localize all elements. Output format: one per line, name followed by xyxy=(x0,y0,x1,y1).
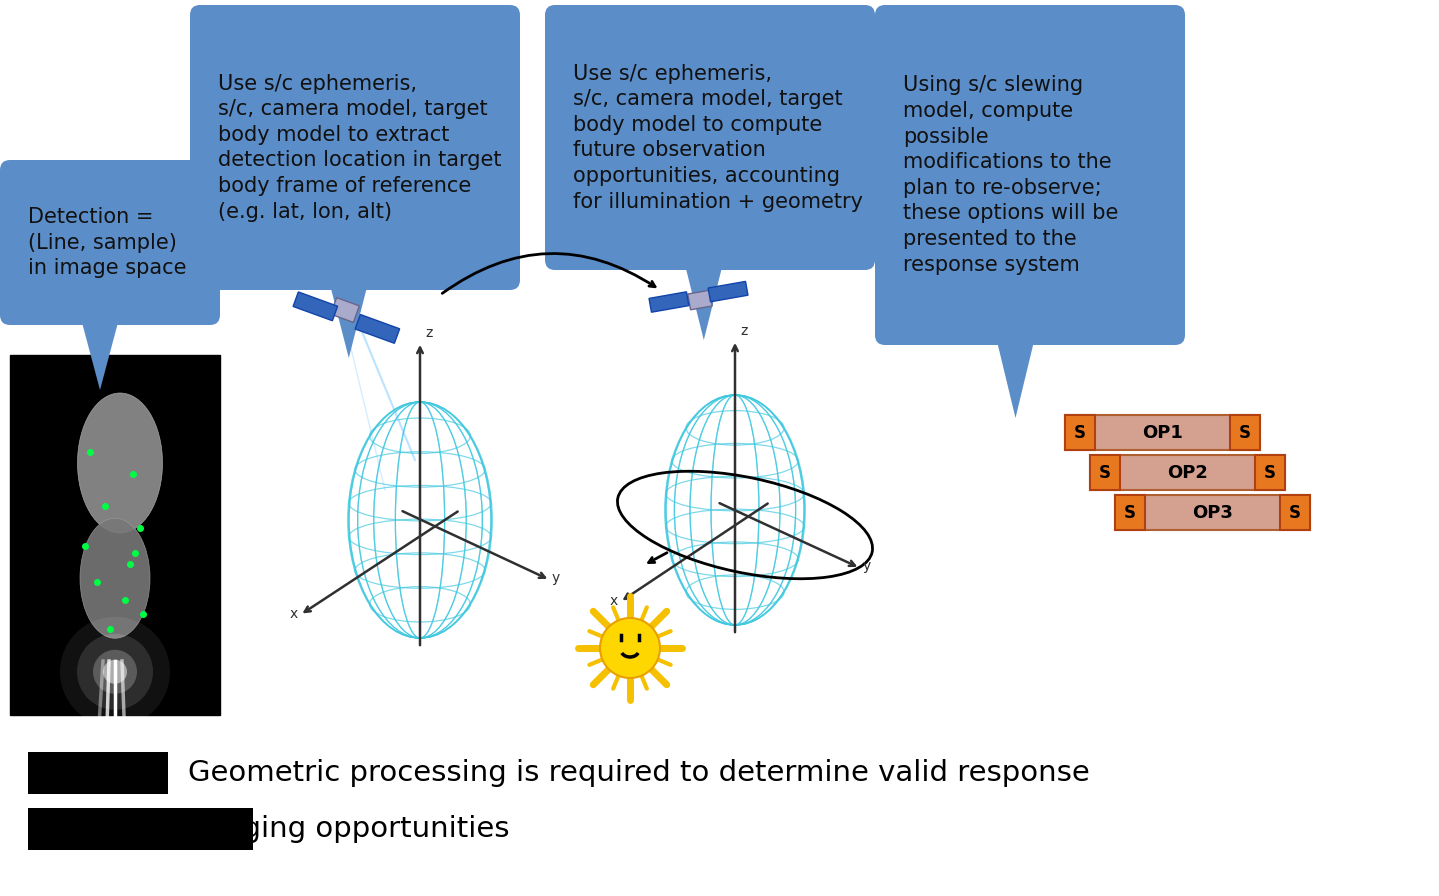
Text: y: y xyxy=(553,571,560,585)
Ellipse shape xyxy=(81,518,150,638)
Bar xyxy=(1065,415,1095,450)
Bar xyxy=(1115,495,1309,530)
Text: Geometric processing is required to determine valid response: Geometric processing is required to dete… xyxy=(189,759,1089,787)
Polygon shape xyxy=(328,280,368,358)
Bar xyxy=(1089,455,1285,490)
Circle shape xyxy=(94,650,137,694)
FancyBboxPatch shape xyxy=(190,5,519,290)
Circle shape xyxy=(600,618,661,678)
Bar xyxy=(1089,455,1120,490)
Polygon shape xyxy=(996,335,1036,418)
Bar xyxy=(649,292,689,312)
Bar xyxy=(1115,495,1145,530)
Text: z: z xyxy=(425,326,432,340)
Text: OP1: OP1 xyxy=(1143,424,1183,442)
Circle shape xyxy=(104,659,127,684)
Bar xyxy=(331,297,360,323)
Text: Use s/c ephemeris,
s/c, camera model, target
body model to extract
detection loc: Use s/c ephemeris, s/c, camera model, ta… xyxy=(217,73,502,221)
Circle shape xyxy=(78,633,153,710)
Text: x: x xyxy=(610,594,619,608)
Text: z: z xyxy=(740,324,747,338)
Text: S: S xyxy=(1073,424,1086,442)
FancyBboxPatch shape xyxy=(875,5,1184,345)
Ellipse shape xyxy=(78,393,163,533)
Bar xyxy=(10,355,220,715)
Text: S: S xyxy=(1099,463,1111,481)
Bar xyxy=(1255,455,1285,490)
Bar xyxy=(27,752,168,794)
Text: Detection =
(Line, sample)
in image space: Detection = (Line, sample) in image spac… xyxy=(27,207,187,278)
Bar xyxy=(708,281,748,302)
Text: S: S xyxy=(1124,504,1135,521)
Text: S: S xyxy=(1239,424,1250,442)
Bar xyxy=(355,314,400,343)
Text: OP2: OP2 xyxy=(1167,463,1207,481)
Text: imaging opportunities: imaging opportunities xyxy=(189,815,509,843)
Bar xyxy=(1281,495,1309,530)
Polygon shape xyxy=(81,315,119,390)
FancyBboxPatch shape xyxy=(0,160,220,325)
Circle shape xyxy=(60,616,170,727)
Bar xyxy=(688,290,712,310)
Text: x: x xyxy=(291,607,298,621)
FancyBboxPatch shape xyxy=(545,5,875,270)
Bar xyxy=(27,808,253,850)
Text: S: S xyxy=(1263,463,1276,481)
Text: S: S xyxy=(1289,504,1301,521)
Text: y: y xyxy=(863,559,871,573)
Bar xyxy=(1230,415,1261,450)
Text: Use s/c ephemeris,
s/c, camera model, target
body model to compute
future observ: Use s/c ephemeris, s/c, camera model, ta… xyxy=(573,64,863,211)
Polygon shape xyxy=(684,260,724,340)
Text: OP3: OP3 xyxy=(1191,504,1233,521)
Bar xyxy=(1065,415,1261,450)
Text: Using s/c slewing
model, compute
possible
modifications to the
plan to re-observ: Using s/c slewing model, compute possibl… xyxy=(904,75,1118,274)
Bar xyxy=(294,292,338,321)
